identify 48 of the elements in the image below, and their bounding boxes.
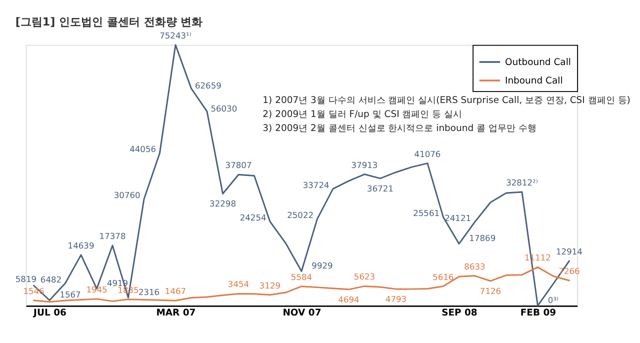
- legend-label: Inbound Call: [504, 75, 563, 86]
- data-label: 1945: [86, 284, 108, 294]
- data-label: 32298: [210, 198, 236, 209]
- x-tick-label: SEP 08: [442, 307, 478, 318]
- data-label: 75243¹⁾: [160, 30, 192, 40]
- data-label: 5616: [432, 272, 454, 282]
- data-label: 44056: [130, 144, 156, 154]
- data-label: 17869: [469, 232, 496, 243]
- data-label: 4793: [385, 294, 407, 304]
- data-label: 33724: [302, 180, 330, 190]
- data-label: 25022: [287, 210, 314, 220]
- data-label: 32812²⁾: [506, 177, 538, 188]
- data-label: 56030: [210, 103, 238, 114]
- data-label: 8633: [464, 261, 486, 272]
- data-label: 25561: [413, 208, 440, 218]
- x-tick-label: MAR 07: [156, 307, 196, 318]
- legend-label: Outbound Call: [504, 56, 571, 68]
- data-label: 24254: [240, 212, 266, 223]
- data-label: 3129: [259, 280, 281, 290]
- x-tick-label: NOV 07: [282, 307, 322, 318]
- data-label: 4694: [338, 294, 360, 304]
- data-label: 41076: [414, 148, 441, 159]
- data-label: 1467: [164, 286, 186, 296]
- data-label: 2316: [138, 286, 160, 297]
- data-label: 5623: [354, 272, 376, 282]
- chart-title: [그림1] 인도법인 콜센터 전화량 변화: [15, 15, 203, 28]
- data-label: 5584: [290, 272, 312, 282]
- data-label: 37807: [225, 160, 252, 170]
- data-label: 0³⁾: [548, 294, 559, 305]
- x-tick-label: JUL 06: [32, 307, 66, 318]
- data-label: 37913: [351, 160, 378, 170]
- annotation: 1) 2007년 3월 다수의 서비스 캠페인 실시(ERS Surprise Call, 보증 연장, CSI 캠페인 등): [262, 95, 630, 106]
- data-label: 17378: [99, 230, 126, 241]
- data-label: 24121: [444, 213, 472, 224]
- data-label: 9929: [312, 260, 333, 270]
- data-label: 14639: [68, 240, 94, 250]
- data-label: 1567: [60, 289, 81, 300]
- data-label: 36721: [367, 183, 394, 194]
- data-label: 30760: [114, 190, 140, 200]
- data-label: 62659: [194, 80, 222, 90]
- data-label: 7126: [480, 286, 502, 296]
- annotation: 2) 2009년 1월 딜러 F/up 및 CSI 캠페인 등 실시: [262, 109, 462, 120]
- x-tick-label: FEB 09: [520, 307, 556, 318]
- data-label: 3454: [228, 279, 250, 290]
- data-label: 5819: [15, 274, 37, 284]
- data-label: 6482: [40, 274, 62, 284]
- data-label: 12914: [556, 246, 582, 256]
- annotation: 3) 2009년 2월 콜센터 신설로 한시적으로 inbound 콜 업무만 수행: [262, 122, 536, 134]
